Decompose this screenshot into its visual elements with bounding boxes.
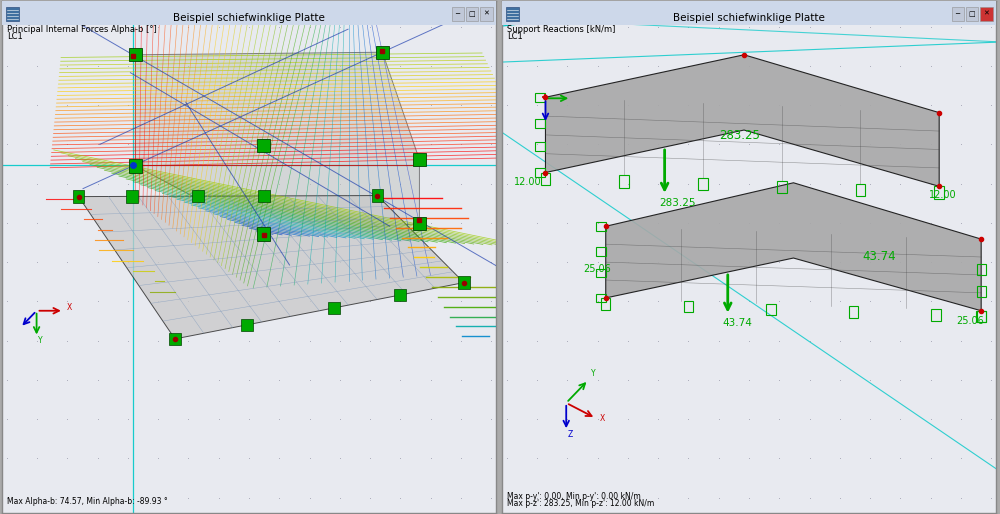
Text: ✕: ✕ <box>483 11 489 17</box>
Bar <box>73 191 84 203</box>
Bar <box>619 175 629 188</box>
Bar <box>458 277 470 289</box>
Bar <box>856 183 865 196</box>
Bar <box>372 190 383 201</box>
Bar <box>126 190 138 203</box>
Text: Beispiel schiefwinklige Platte: Beispiel schiefwinklige Platte <box>173 13 325 23</box>
Bar <box>506 7 519 21</box>
Bar <box>596 268 606 277</box>
Bar <box>257 227 270 241</box>
Bar <box>976 311 986 322</box>
Bar <box>535 168 545 177</box>
Bar <box>169 333 181 345</box>
Bar <box>684 301 693 313</box>
Bar <box>596 293 606 302</box>
Bar <box>977 311 986 322</box>
Text: Max Alpha-b: 74.57, Min Alpha-b: -89.93 °: Max Alpha-b: 74.57, Min Alpha-b: -89.93 … <box>7 497 168 506</box>
Bar <box>413 217 426 230</box>
Text: LC1: LC1 <box>7 32 23 41</box>
Text: 12.00: 12.00 <box>514 177 542 187</box>
Bar <box>596 222 606 231</box>
Bar <box>376 46 389 59</box>
Bar <box>241 319 253 331</box>
Bar <box>328 302 340 314</box>
Bar <box>535 141 545 151</box>
Text: LC1: LC1 <box>507 32 523 41</box>
Text: Support Reactions [kN/m]: Support Reactions [kN/m] <box>507 25 615 34</box>
Text: Principal Internal Forces Alpha-b [°]: Principal Internal Forces Alpha-b [°] <box>7 25 157 34</box>
Text: Max p-z': 283.25, Min p-z': 12.00 kN/m: Max p-z': 283.25, Min p-z': 12.00 kN/m <box>507 499 654 508</box>
Text: 43.74: 43.74 <box>863 250 896 263</box>
Text: 283.25: 283.25 <box>719 129 760 142</box>
Bar <box>977 286 986 297</box>
Bar <box>698 178 708 190</box>
Polygon shape <box>545 55 939 187</box>
Bar <box>934 187 944 198</box>
Bar <box>466 7 478 21</box>
Bar <box>541 173 550 185</box>
Bar <box>480 7 493 21</box>
Text: 12.00: 12.00 <box>929 190 957 200</box>
Bar <box>258 190 270 202</box>
Bar <box>766 304 776 315</box>
Bar <box>257 139 270 152</box>
Bar <box>394 289 406 301</box>
Text: X: X <box>600 414 605 423</box>
Bar <box>452 7 464 21</box>
Text: □: □ <box>969 11 975 17</box>
Text: 283.25: 283.25 <box>660 198 696 208</box>
Bar <box>129 159 142 173</box>
Bar <box>413 153 426 167</box>
Text: Max p-y': 0.00, Min p-y': 0.00 kN/m: Max p-y': 0.00, Min p-y': 0.00 kN/m <box>507 491 641 501</box>
Bar <box>849 306 858 318</box>
Bar <box>129 48 142 62</box>
Bar <box>931 309 941 321</box>
Bar <box>502 1 996 25</box>
Polygon shape <box>606 183 981 311</box>
Text: ─: ─ <box>456 11 460 17</box>
Bar <box>601 298 610 309</box>
Text: 25.06: 25.06 <box>956 316 984 325</box>
Bar <box>535 119 545 128</box>
Bar <box>966 7 978 21</box>
Text: □: □ <box>469 11 475 17</box>
Bar <box>535 93 545 102</box>
Bar <box>777 181 787 193</box>
Bar <box>977 264 986 275</box>
Text: X: X <box>67 303 72 311</box>
Text: Y: Y <box>38 336 43 345</box>
Text: 25.06: 25.06 <box>584 264 611 274</box>
Text: Beispiel schiefwinklige Platte: Beispiel schiefwinklige Platte <box>673 13 825 23</box>
Bar <box>596 247 606 256</box>
Bar <box>6 7 19 21</box>
Text: 43.74: 43.74 <box>723 318 753 328</box>
Bar <box>980 7 993 21</box>
Text: ✕: ✕ <box>983 11 989 17</box>
Bar <box>192 190 204 203</box>
Bar <box>952 7 964 21</box>
Polygon shape <box>79 195 464 339</box>
Text: ─: ─ <box>956 11 960 17</box>
Bar <box>2 1 496 25</box>
Polygon shape <box>135 52 419 234</box>
Text: Y: Y <box>591 369 596 378</box>
Text: Z: Z <box>568 430 573 439</box>
